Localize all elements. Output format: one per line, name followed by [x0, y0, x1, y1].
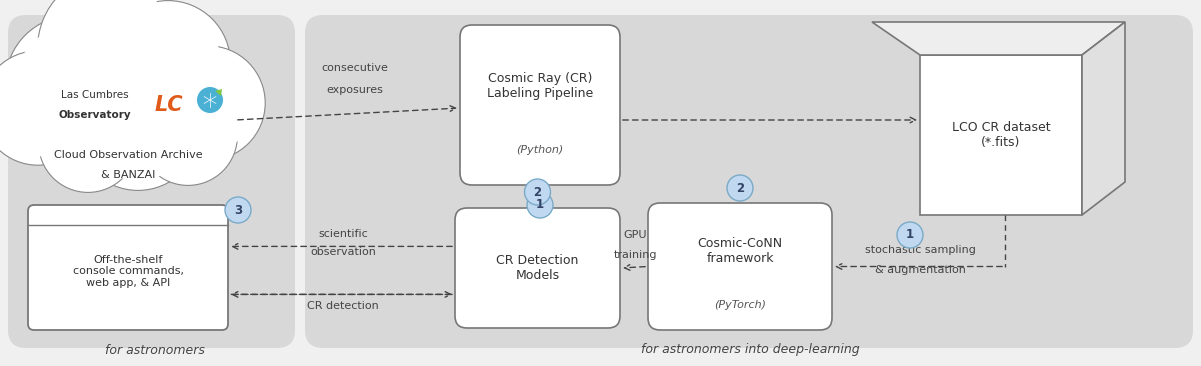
Text: (PyTorch): (PyTorch) [715, 300, 766, 310]
FancyBboxPatch shape [649, 203, 832, 330]
Polygon shape [920, 55, 1082, 215]
Polygon shape [215, 89, 222, 96]
Text: CR Detection
Models: CR Detection Models [496, 254, 579, 282]
Text: Off-the-shelf
console commands,
web app, & API: Off-the-shelf console commands, web app,… [72, 255, 184, 288]
Text: Observatory: Observatory [59, 110, 131, 120]
Text: GPU: GPU [623, 230, 647, 240]
Circle shape [525, 179, 550, 205]
Circle shape [897, 222, 924, 248]
Text: 2: 2 [533, 186, 542, 198]
Polygon shape [872, 22, 1125, 55]
Text: observation: observation [310, 247, 376, 257]
Circle shape [38, 94, 137, 193]
Text: consecutive: consecutive [322, 63, 388, 73]
FancyBboxPatch shape [305, 15, 1193, 348]
Circle shape [138, 87, 238, 186]
Circle shape [85, 75, 191, 181]
Circle shape [5, 15, 141, 150]
FancyBboxPatch shape [460, 25, 620, 185]
Circle shape [0, 60, 86, 156]
Polygon shape [1082, 22, 1125, 215]
Circle shape [76, 66, 201, 190]
Text: Cosmic Ray (CR)
Labeling Pipeline: Cosmic Ray (CR) Labeling Pipeline [486, 72, 593, 100]
Text: (Python): (Python) [516, 145, 563, 155]
Circle shape [151, 46, 265, 160]
Text: 1: 1 [536, 198, 544, 212]
Circle shape [115, 10, 221, 116]
Circle shape [37, 0, 189, 123]
Circle shape [160, 55, 256, 152]
Text: & BANZAI: & BANZAI [101, 170, 155, 180]
Text: Cosmic-CoNN
framework: Cosmic-CoNN framework [698, 237, 783, 265]
Text: training: training [614, 250, 657, 260]
Text: Las Cumbres: Las Cumbres [61, 90, 129, 100]
Text: scientific: scientific [318, 229, 368, 239]
Circle shape [106, 1, 231, 126]
FancyBboxPatch shape [8, 15, 295, 348]
Circle shape [527, 192, 552, 218]
Text: 3: 3 [234, 203, 243, 217]
Text: & augmentation: & augmentation [874, 265, 966, 275]
FancyBboxPatch shape [28, 205, 228, 330]
Text: stochastic sampling: stochastic sampling [865, 245, 975, 255]
Circle shape [225, 197, 251, 223]
Text: CR detection: CR detection [307, 301, 378, 311]
Circle shape [46, 101, 130, 185]
Text: for astronomers: for astronomers [104, 344, 205, 356]
Text: Cloud Observation Archive: Cloud Observation Archive [54, 150, 202, 160]
Text: for astronomers into deep-learning: for astronomers into deep-learning [640, 344, 859, 356]
Text: LC: LC [155, 95, 184, 115]
Circle shape [197, 86, 223, 113]
Text: LCO CR dataset
(*.fits): LCO CR dataset (*.fits) [951, 121, 1051, 149]
FancyBboxPatch shape [455, 208, 620, 328]
Text: 1: 1 [906, 228, 914, 242]
Circle shape [727, 175, 753, 201]
Circle shape [16, 26, 130, 140]
Circle shape [147, 94, 229, 178]
Text: exposures: exposures [327, 85, 383, 95]
Text: 2: 2 [736, 182, 745, 194]
Circle shape [0, 51, 95, 165]
Circle shape [49, 0, 177, 112]
